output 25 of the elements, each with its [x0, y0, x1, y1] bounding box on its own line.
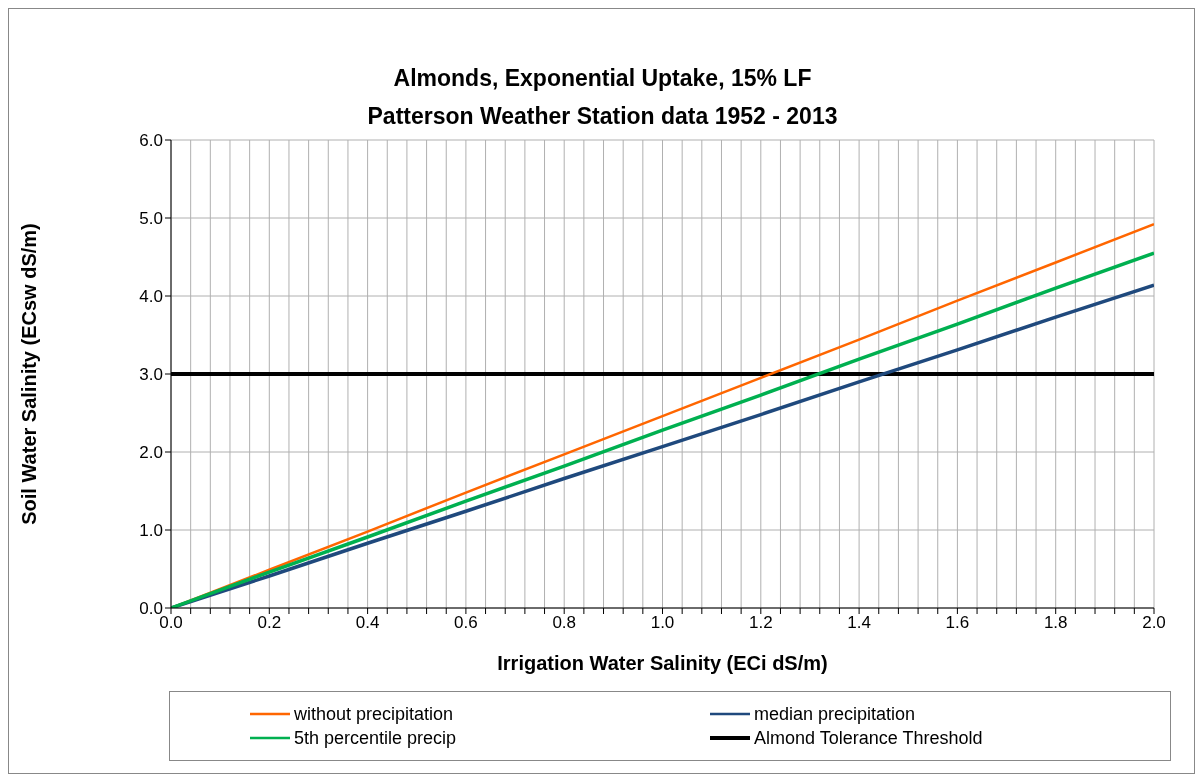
legend-label: 5th percentile precip: [294, 727, 457, 749]
y-tick-label: 2.0: [139, 443, 163, 463]
x-tick-label: 2.0: [1142, 613, 1166, 633]
legend-label: median precipitation: [754, 703, 916, 725]
y-tick-label: 4.0: [139, 287, 163, 307]
y-tick-label: 6.0: [139, 131, 163, 151]
y-tick-label: 3.0: [139, 365, 163, 385]
chart-subtitle: Patterson Weather Station data 1952 - 2013: [367, 103, 838, 129]
y-axis-title: Soil Water Salinity (ECsw dS/m): [18, 223, 41, 525]
x-tick-label: 0.2: [257, 613, 282, 633]
x-tick-label: 1.4: [847, 613, 871, 633]
y-tick-label: 5.0: [139, 209, 163, 229]
x-tick-label: 1.0: [650, 613, 675, 633]
x-tick-label: 0.8: [552, 613, 577, 633]
x-tick-label: 0.0: [159, 613, 183, 633]
x-tick-label: 1.6: [945, 613, 970, 633]
x-tick-label: 1.8: [1043, 613, 1068, 633]
chart-title: Almonds, Exponential Uptake, 15% LF: [392, 64, 813, 93]
y-tick-label: 1.0: [139, 521, 163, 541]
legend-label: Almond Tolerance Threshold: [754, 727, 983, 749]
x-tick-label: 0.6: [454, 613, 478, 633]
x-axis-title: Irrigation Water Salinity (ECi dS/m): [497, 652, 828, 674]
legend-label: without precipitation: [294, 703, 454, 725]
x-tick-label: 0.4: [355, 613, 380, 633]
x-tick-label: 1.2: [748, 613, 773, 633]
